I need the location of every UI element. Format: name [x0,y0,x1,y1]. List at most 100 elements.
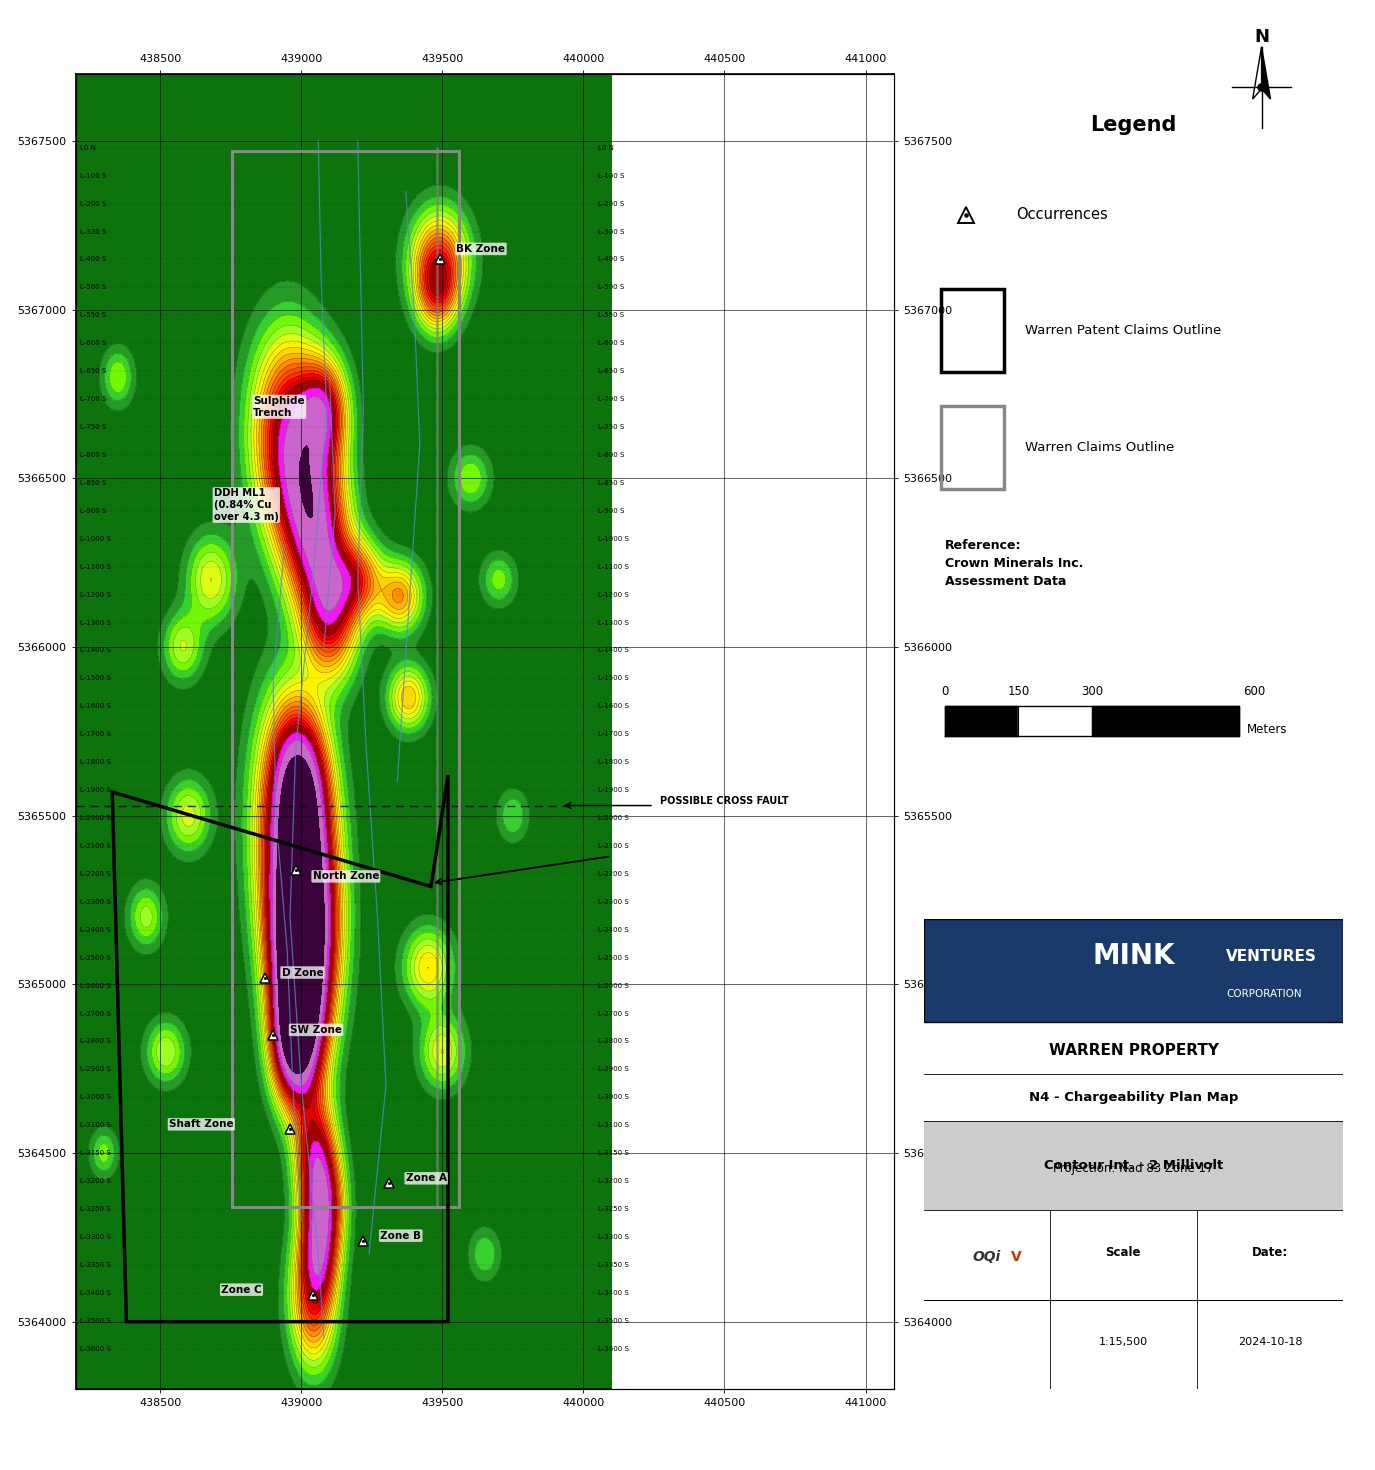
Text: L-3150 S: L-3150 S [598,1150,628,1157]
Text: L-400 S: L-400 S [80,256,106,263]
Text: L-1700 S: L-1700 S [598,731,628,738]
Text: L-2700 S: L-2700 S [598,1010,628,1017]
Text: L-1400 S: L-1400 S [598,647,628,654]
FancyBboxPatch shape [924,919,1343,1022]
Text: Meters: Meters [1247,723,1287,736]
Text: L-3500 S: L-3500 S [598,1317,628,1324]
Text: L-3100 S: L-3100 S [80,1122,111,1129]
Text: L-800 S: L-800 S [80,451,106,459]
Text: 2024-10-18: 2024-10-18 [1238,1338,1302,1347]
Text: L-750 S: L-750 S [80,423,106,431]
Text: L-1500 S: L-1500 S [80,675,110,682]
Text: L-550 S: L-550 S [598,312,624,319]
Text: L-1800 S: L-1800 S [598,759,628,766]
Text: L-3200 S: L-3200 S [80,1177,110,1185]
Text: L-900 S: L-900 S [80,507,106,514]
Text: L-1400 S: L-1400 S [80,647,110,654]
Text: L-1800 S: L-1800 S [80,759,111,766]
Text: Projection: Nad 83 Zone 17: Projection: Nad 83 Zone 17 [1053,1161,1214,1175]
Text: Contour Int. - 2 Millivolt: Contour Int. - 2 Millivolt [1044,1160,1224,1172]
Text: VENTURES: VENTURES [1226,948,1317,964]
FancyBboxPatch shape [924,1122,1343,1210]
Text: L0 N: L0 N [80,144,96,151]
Text: L-2900 S: L-2900 S [598,1066,628,1073]
Text: MINK: MINK [1093,942,1176,970]
Text: L-2700 S: L-2700 S [80,1010,110,1017]
Text: SW Zone: SW Zone [290,1025,342,1035]
Text: L-200 S: L-200 S [598,200,624,207]
Text: POSSIBLE CROSS FAULT: POSSIBLE CROSS FAULT [660,797,788,807]
Text: L-3400 S: L-3400 S [598,1289,628,1297]
Text: L-2200 S: L-2200 S [598,870,628,878]
Text: Legend: Legend [1090,115,1177,135]
Text: Occurrences: Occurrences [1016,207,1108,222]
Text: L-2800 S: L-2800 S [598,1038,628,1045]
Text: L-1000 S: L-1000 S [80,535,111,542]
Text: L-900 S: L-900 S [598,507,624,514]
Text: L-2500 S: L-2500 S [598,954,628,961]
Text: OQi: OQi [972,1251,1001,1264]
Text: L-3250 S: L-3250 S [598,1205,628,1213]
Text: L-330 S: L-330 S [80,228,106,235]
Text: Shaft Zone: Shaft Zone [169,1119,234,1129]
Text: L-2500 S: L-2500 S [80,954,110,961]
Text: L-3150 S: L-3150 S [80,1150,110,1157]
Text: L-1000 S: L-1000 S [598,535,628,542]
Text: Zone C: Zone C [221,1285,261,1295]
Text: L-300 S: L-300 S [598,228,624,235]
Text: N4 - Chargeability Plan Map: N4 - Chargeability Plan Map [1028,1091,1239,1104]
Text: 150: 150 [1008,685,1030,698]
Text: Warren Patent Claims Outline: Warren Patent Claims Outline [1024,325,1221,338]
Text: L-3600 S: L-3600 S [598,1345,628,1352]
Text: L-500 S: L-500 S [598,284,624,291]
Text: L-3300 S: L-3300 S [598,1233,628,1241]
Text: L-2300 S: L-2300 S [80,898,110,906]
Text: L-400 S: L-400 S [598,256,624,263]
Text: L-2400 S: L-2400 S [598,926,628,933]
Text: L-1500 S: L-1500 S [598,675,628,682]
Text: Sulphide
Trench: Sulphide Trench [253,395,305,417]
Text: DDH ML1
(0.84% Cu
over 4.3 m): DDH ML1 (0.84% Cu over 4.3 m) [214,488,279,522]
Text: L-1300 S: L-1300 S [598,619,628,626]
Text: L-2600 S: L-2600 S [598,982,628,989]
Text: L-200 S: L-200 S [80,200,106,207]
Text: L-1600 S: L-1600 S [80,703,111,710]
Text: L-100 S: L-100 S [598,172,624,179]
Text: L-3600 S: L-3600 S [80,1345,111,1352]
Text: L-850 S: L-850 S [80,479,106,487]
Text: L-2100 S: L-2100 S [598,842,628,850]
Text: L-2300 S: L-2300 S [598,898,628,906]
Text: L0 N: L0 N [598,144,613,151]
Text: 1:15,500: 1:15,500 [1099,1338,1148,1347]
Circle shape [1258,84,1265,91]
Text: L-2600 S: L-2600 S [80,982,110,989]
Text: L-100 S: L-100 S [80,172,106,179]
Text: L-1300 S: L-1300 S [80,619,111,626]
Text: L-1100 S: L-1100 S [80,563,111,570]
Text: L-3100 S: L-3100 S [598,1122,628,1129]
Text: L-2800 S: L-2800 S [80,1038,110,1045]
Polygon shape [1253,47,1262,98]
Text: L-1900 S: L-1900 S [598,786,628,794]
Text: L-850 S: L-850 S [598,479,624,487]
Text: L-2200 S: L-2200 S [80,870,110,878]
Text: Date:: Date: [1251,1247,1288,1260]
Text: L-3350 S: L-3350 S [80,1261,110,1269]
Text: Reference:
Crown Minerals Inc.
Assessment Data: Reference: Crown Minerals Inc. Assessmen… [945,538,1084,588]
Text: L-3300 S: L-3300 S [80,1233,111,1241]
Text: L-600 S: L-600 S [598,340,624,347]
Text: D Zone: D Zone [282,967,323,978]
Text: L-2100 S: L-2100 S [80,842,110,850]
Text: L-1200 S: L-1200 S [598,591,628,598]
Text: L-3350 S: L-3350 S [598,1261,628,1269]
Text: L-2900 S: L-2900 S [80,1066,110,1073]
Text: L-650 S: L-650 S [598,368,624,375]
Text: CORPORATION: CORPORATION [1226,989,1302,1000]
Text: V: V [1011,1251,1022,1264]
Text: L-1900 S: L-1900 S [80,786,111,794]
Text: L-3500 S: L-3500 S [80,1317,110,1324]
Text: L-650 S: L-650 S [80,368,106,375]
Text: L-1100 S: L-1100 S [598,563,628,570]
Text: L-600 S: L-600 S [80,340,106,347]
Text: L-700 S: L-700 S [598,395,624,403]
